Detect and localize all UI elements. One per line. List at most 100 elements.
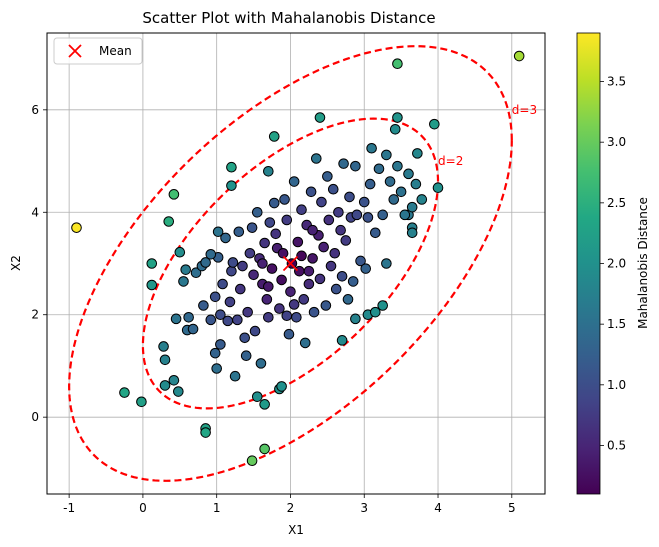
data-point xyxy=(296,204,307,216)
data-point xyxy=(173,386,184,397)
data-point xyxy=(215,309,226,321)
x-tick-label: 0 xyxy=(139,501,147,515)
data-point xyxy=(381,258,392,269)
data-point xyxy=(220,232,231,244)
data-point xyxy=(288,176,300,187)
colorbar-title: Mahalanobis Distance xyxy=(636,197,650,329)
x-tick-label: -1 xyxy=(63,501,75,515)
data-point xyxy=(342,294,354,305)
data-point xyxy=(222,315,234,327)
data-point xyxy=(335,224,346,236)
data-point xyxy=(296,250,307,262)
data-point xyxy=(299,337,311,349)
data-point xyxy=(412,148,423,159)
data-point xyxy=(227,257,239,268)
colorbar-tick-label: 3.0 xyxy=(607,135,626,149)
data-point xyxy=(330,283,342,295)
data-point xyxy=(336,335,348,346)
data-point xyxy=(322,171,333,182)
data-point xyxy=(259,443,270,455)
data-point xyxy=(246,455,258,467)
data-point xyxy=(237,260,248,272)
data-point xyxy=(340,235,352,246)
data-point xyxy=(389,124,401,135)
data-point xyxy=(392,160,403,172)
data-point xyxy=(146,258,158,269)
x-tick-label: 3 xyxy=(360,501,368,515)
colorbar-tick-label: 3.5 xyxy=(607,75,626,89)
data-point xyxy=(351,209,363,221)
legend-box xyxy=(53,37,143,65)
mean-marker xyxy=(282,255,299,272)
colorbar xyxy=(576,32,601,495)
data-point xyxy=(263,166,274,177)
data-point xyxy=(261,294,273,305)
contour-label-d2: d=2 xyxy=(438,154,463,168)
data-point xyxy=(318,241,329,253)
data-point xyxy=(209,291,221,303)
data-point xyxy=(180,264,191,275)
x-tick-label: 5 xyxy=(508,501,516,515)
data-point xyxy=(406,227,418,239)
data-point xyxy=(200,427,211,438)
data-point xyxy=(266,263,278,274)
colorbar-tick-label: 2.0 xyxy=(607,257,626,271)
data-point xyxy=(226,180,237,191)
data-point xyxy=(338,158,349,169)
data-point xyxy=(174,246,186,258)
data-point xyxy=(226,265,237,277)
x-tick-label: 2 xyxy=(287,501,295,515)
x-axis-ticks: -1 0 1 2 3 4 5 xyxy=(63,494,516,515)
data-point xyxy=(279,194,290,205)
data-point xyxy=(283,328,295,340)
y-tick-label: 4 xyxy=(31,205,39,219)
data-point xyxy=(314,112,326,123)
data-point xyxy=(399,209,411,221)
data-point xyxy=(263,311,274,323)
data-point xyxy=(366,142,377,154)
data-point xyxy=(232,314,243,326)
data-point xyxy=(211,363,222,374)
data-point xyxy=(229,370,241,382)
data-point xyxy=(239,332,251,344)
data-point xyxy=(381,149,392,161)
contour-d2 xyxy=(141,117,440,410)
data-point xyxy=(377,209,388,221)
data-point xyxy=(248,269,259,281)
contour-annotations: d=2 d=3 xyxy=(438,103,537,168)
data-point xyxy=(168,374,180,386)
data-point xyxy=(217,278,228,290)
data-point xyxy=(233,226,245,238)
data-point xyxy=(513,50,525,62)
colorbar-tick-label: 0.5 xyxy=(607,438,626,452)
contour-d3 xyxy=(68,45,513,482)
data-point xyxy=(395,186,407,198)
data-point xyxy=(329,247,341,259)
contour-label-d3: d=3 xyxy=(512,103,537,117)
data-point xyxy=(158,341,169,352)
data-point xyxy=(285,286,296,297)
data-point xyxy=(198,300,209,311)
data-point xyxy=(298,294,310,305)
data-point xyxy=(268,131,280,142)
data-points xyxy=(71,50,525,467)
y-tick-label: 2 xyxy=(31,308,39,322)
data-point xyxy=(215,339,226,350)
data-point xyxy=(242,306,253,318)
data-point xyxy=(384,176,396,187)
data-point xyxy=(291,311,302,323)
data-point xyxy=(249,325,261,337)
data-point xyxy=(119,387,130,398)
data-point xyxy=(163,216,175,227)
x-axis-title: X1 xyxy=(288,523,304,537)
colorbar-tick-label: 1.5 xyxy=(607,317,626,331)
y-axis-title: X2 xyxy=(9,255,23,271)
mean-layer xyxy=(282,255,299,272)
data-point xyxy=(277,247,289,259)
data-point xyxy=(71,222,82,233)
data-point xyxy=(325,260,337,272)
data-point xyxy=(255,358,267,369)
data-point xyxy=(310,153,322,164)
data-point xyxy=(187,323,199,335)
data-point xyxy=(259,399,270,410)
